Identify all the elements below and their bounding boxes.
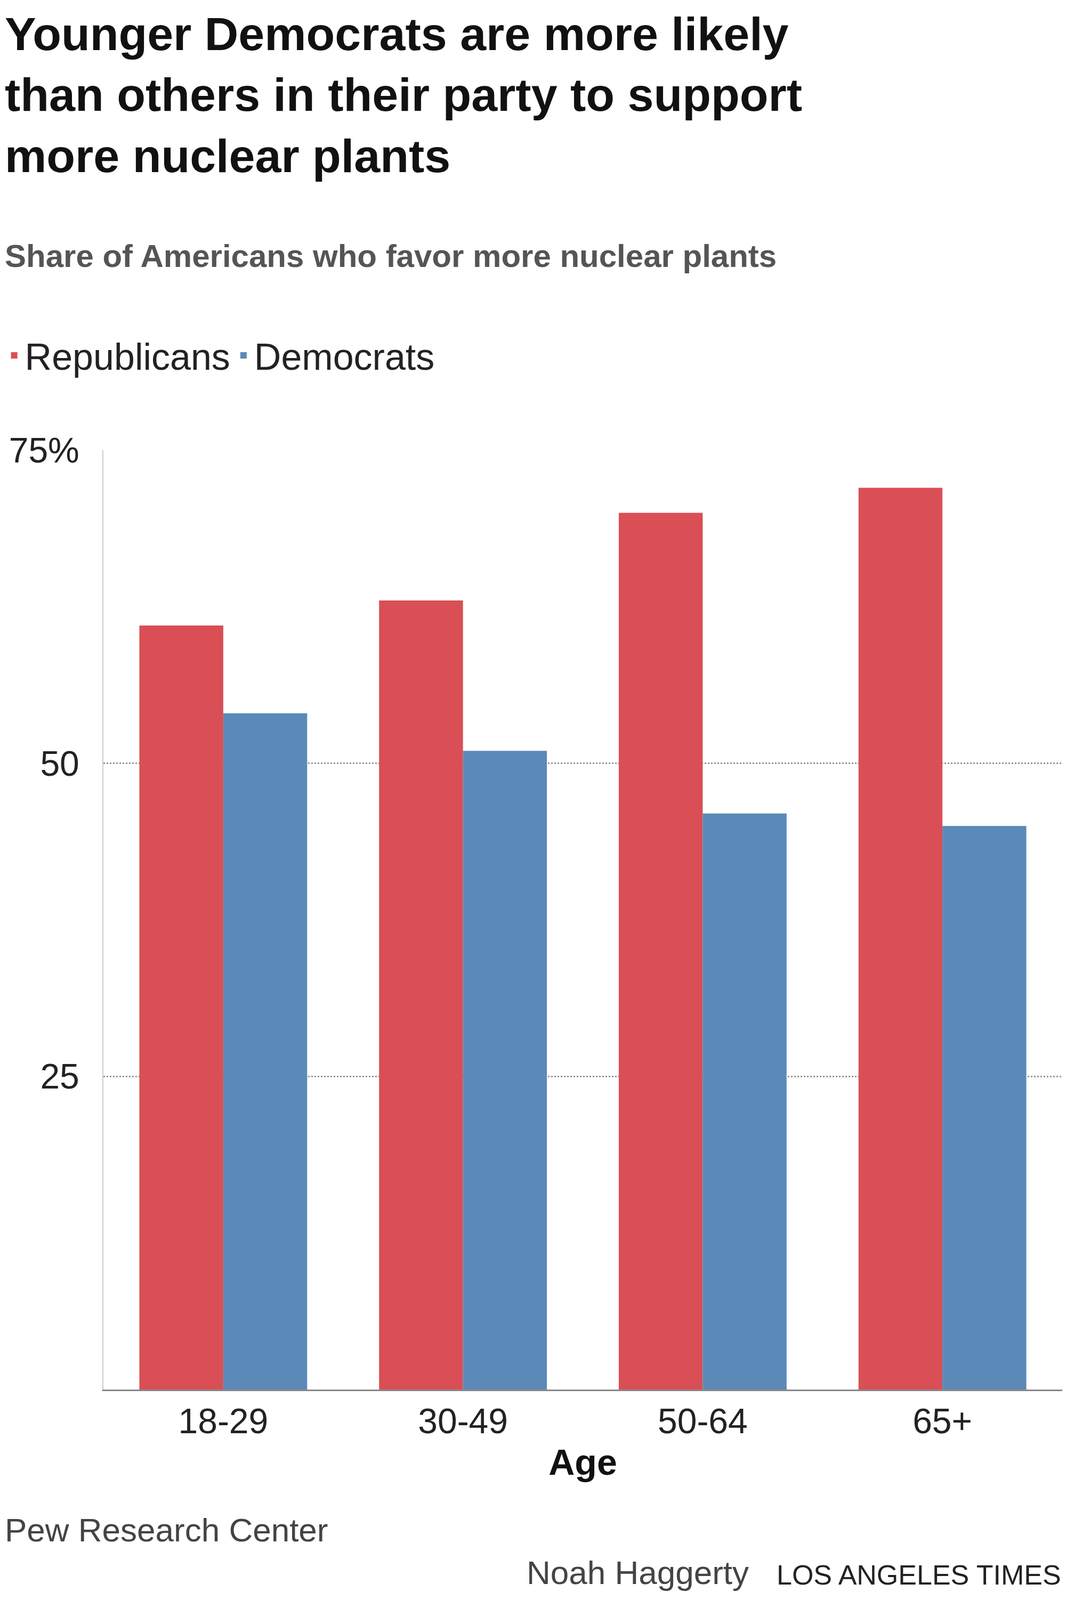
svg-text:Noah Haggerty: Noah Haggerty (526, 1554, 749, 1592)
svg-text:25: 25 (39, 1056, 79, 1097)
svg-text:50-64: 50-64 (657, 1401, 748, 1442)
svg-text:50: 50 (39, 744, 79, 784)
svg-text:18-29: 18-29 (178, 1401, 269, 1442)
svg-text:30-49: 30-49 (417, 1401, 508, 1442)
svg-text:65+: 65+ (912, 1401, 973, 1442)
svg-text:Age: Age (548, 1442, 617, 1483)
svg-text:75%: 75% (9, 430, 80, 471)
svg-text:Pew Research Center: Pew Research Center (4, 1512, 329, 1549)
svg-text:Democrats: Democrats (254, 336, 435, 378)
svg-text:LOS ANGELES TIMES: LOS ANGELES TIMES (776, 1560, 1062, 1592)
svg-text:Share of Americans who favor m: Share of Americans who favor more nuclea… (4, 238, 777, 274)
svg-text:Republicans: Republicans (25, 336, 231, 378)
svg-text:Younger Democrats are more lik: Younger Democrats are more likelythan ot… (4, 7, 803, 183)
